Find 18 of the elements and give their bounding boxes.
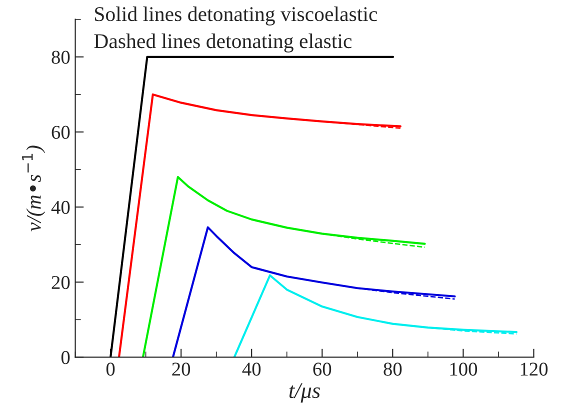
x-tick-label: 60 — [313, 362, 332, 376]
y-tick-label: 60 — [52, 126, 70, 139]
y-tick-label: 0 — [61, 351, 70, 364]
x-tick-label: 80 — [384, 362, 402, 376]
x-tick-label: 0 — [106, 362, 115, 376]
y-axis-title: v/(m•s$^{−1}$) — [22, 146, 46, 232]
x-axis-title: t/μs — [289, 383, 320, 403]
x-tick-label: 100 — [450, 362, 478, 376]
line-series — [172, 226, 456, 358]
x-tick-label: 20 — [172, 362, 190, 376]
x-tick-label: 120 — [520, 362, 548, 376]
annotation: Dashed lines detonating elastic — [94, 34, 352, 52]
annotation: Solid lines detonating viscoelastic — [95, 6, 378, 26]
x-tick-label: 40 — [242, 362, 261, 376]
y-tick-label: 80 — [52, 50, 70, 64]
y-tick-label: 20 — [52, 276, 70, 290]
line-series — [142, 176, 426, 358]
y-tick-label: 40 — [51, 200, 70, 214]
